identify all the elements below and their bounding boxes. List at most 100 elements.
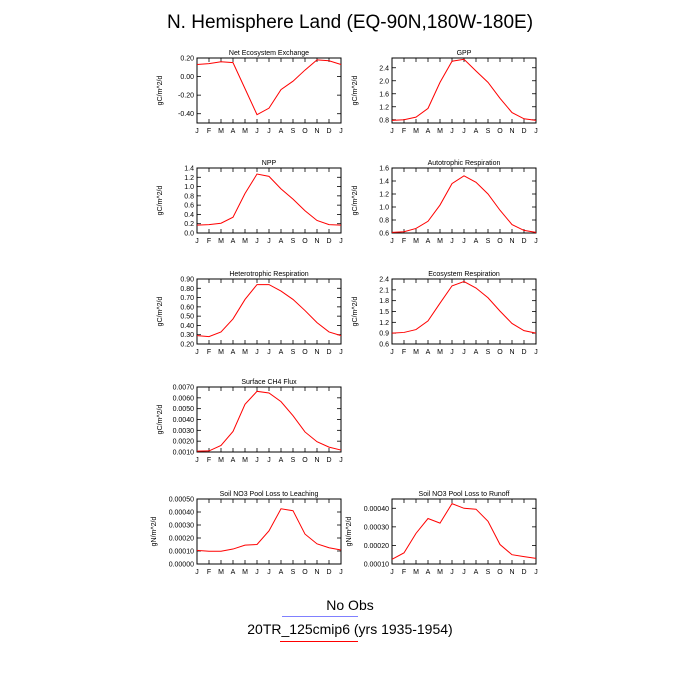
x-tick-label: J	[390, 349, 394, 356]
x-tick-label: A	[426, 569, 431, 576]
x-tick-label: J	[462, 349, 466, 356]
y-tick-label: 1.8	[379, 298, 389, 305]
y-tick-label: 0.0010	[173, 450, 195, 457]
x-tick-label: J	[255, 457, 259, 464]
x-tick-label: M	[218, 238, 224, 245]
x-tick-label: D	[521, 569, 526, 576]
x-tick-label: S	[291, 569, 296, 576]
y-axis-label: gC/m^2/d	[157, 76, 164, 106]
x-tick-label: J	[339, 128, 343, 135]
y-axis-label: gC/m^2/d	[157, 405, 164, 435]
x-tick-label: F	[402, 128, 406, 135]
chart-title: Surface CH4 Flux	[241, 379, 297, 386]
x-tick-label: S	[486, 238, 491, 245]
x-tick-label: J	[255, 128, 259, 135]
x-tick-label: J	[450, 569, 454, 576]
x-tick-label: D	[326, 128, 331, 135]
y-tick-label: 0.0050	[173, 406, 195, 413]
x-tick-label: D	[326, 569, 331, 576]
x-tick-label: J	[255, 349, 259, 356]
x-tick-label: J	[255, 569, 259, 576]
x-tick-label: M	[218, 349, 224, 356]
x-tick-label: J	[462, 569, 466, 576]
y-tick-label: 1.2	[379, 192, 389, 199]
plot-frame	[391, 278, 537, 345]
x-tick-label: M	[242, 238, 248, 245]
x-tick-label: J	[450, 128, 454, 135]
x-tick-label: A	[474, 349, 479, 356]
series-line	[391, 503, 537, 560]
series-line	[391, 175, 537, 233]
x-tick-label: F	[402, 238, 406, 245]
y-tick-label: 0.80	[180, 286, 194, 293]
x-tick-label: J	[390, 569, 394, 576]
y-tick-label: 0.0040	[173, 417, 195, 424]
x-tick-label: A	[474, 569, 479, 576]
x-tick-label: D	[326, 349, 331, 356]
x-tick-label: D	[521, 128, 526, 135]
plot-frame	[196, 57, 342, 124]
x-tick-label: J	[267, 128, 271, 135]
legend-model-label: 20TR_125cmip6 (yrs 1935-1954)	[247, 621, 453, 637]
x-tick-label: J	[255, 238, 259, 245]
x-tick-label: O	[302, 349, 308, 356]
x-tick-label: M	[242, 128, 248, 135]
x-tick-label: A	[231, 349, 236, 356]
y-tick-label: 0.00040	[364, 506, 389, 513]
y-tick-label: 0.00000	[169, 562, 194, 569]
x-tick-label: M	[242, 457, 248, 464]
x-tick-label: J	[450, 238, 454, 245]
x-tick-label: J	[339, 569, 343, 576]
y-tick-label: 0.9	[379, 331, 389, 338]
x-tick-label: A	[279, 238, 284, 245]
y-tick-label: 1.2	[379, 320, 389, 327]
x-tick-label: J	[195, 457, 199, 464]
x-tick-label: J	[339, 457, 343, 464]
y-tick-label: 0.8	[184, 193, 194, 200]
chart-title: Ecosystem Respiration	[428, 271, 500, 278]
x-tick-label: M	[437, 569, 443, 576]
y-tick-label: 0.40	[180, 323, 194, 330]
y-tick-label: 1.0	[184, 184, 194, 191]
plot-frame	[391, 167, 537, 234]
x-tick-label: M	[218, 457, 224, 464]
x-tick-label: N	[509, 128, 514, 135]
x-tick-label: J	[195, 569, 199, 576]
y-tick-label: 0.6	[379, 342, 389, 349]
x-tick-label: F	[207, 128, 211, 135]
x-tick-label: A	[231, 238, 236, 245]
x-tick-label: J	[462, 238, 466, 245]
y-tick-label: 1.6	[379, 166, 389, 173]
y-tick-label: 1.5	[379, 309, 389, 316]
y-tick-label: 0.00020	[364, 543, 389, 550]
y-axis-label: gC/m^2/d	[157, 297, 164, 327]
x-tick-label: A	[474, 128, 479, 135]
y-tick-label: 2.4	[379, 65, 389, 72]
x-tick-label: N	[314, 128, 319, 135]
y-tick-label: 0.0070	[173, 385, 195, 392]
chart-title: Heterotrophic Respiration	[229, 271, 308, 278]
y-axis-label: gC/m^2/d	[352, 186, 359, 216]
x-tick-label: O	[302, 569, 308, 576]
x-tick-label: D	[521, 349, 526, 356]
y-tick-label: -0.40	[178, 111, 194, 118]
y-tick-label: 0.0030	[173, 428, 195, 435]
x-tick-label: N	[314, 457, 319, 464]
x-tick-label: S	[291, 457, 296, 464]
x-tick-label: O	[497, 238, 503, 245]
x-tick-label: J	[267, 569, 271, 576]
y-tick-label: 0.00040	[169, 510, 194, 517]
chart-title: GPP	[457, 50, 472, 57]
x-tick-label: S	[291, 128, 296, 135]
x-tick-label: J	[534, 569, 538, 576]
x-tick-label: J	[390, 128, 394, 135]
x-tick-label: S	[486, 128, 491, 135]
y-tick-label: 1.0	[379, 205, 389, 212]
x-tick-label: N	[314, 238, 319, 245]
y-tick-label: 0.30	[180, 332, 194, 339]
chart-title: NPP	[262, 160, 277, 167]
y-tick-label: 0.00030	[169, 523, 194, 530]
